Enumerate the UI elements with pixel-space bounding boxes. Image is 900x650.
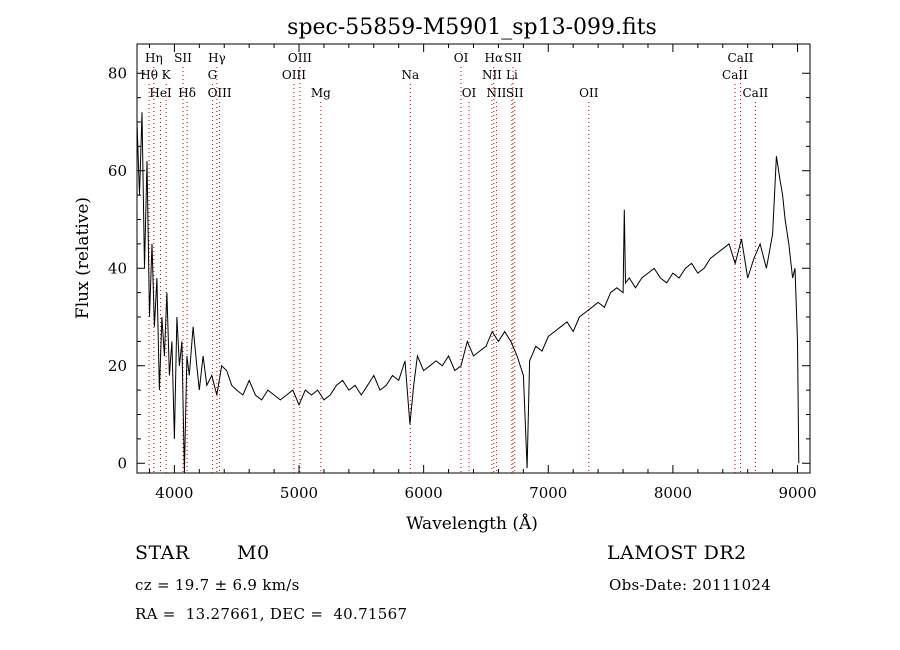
observation-date: Obs-Date: 20111024 bbox=[609, 576, 772, 594]
line-label: Hγ bbox=[208, 51, 226, 65]
x-tick-label: 8000 bbox=[654, 484, 692, 502]
ra-dec-coordinates: RA = 13.27661, DEC = 40.71567 bbox=[135, 605, 408, 623]
line-label: CaII bbox=[728, 51, 754, 65]
plot-frame bbox=[136, 43, 811, 474]
line-label: SII bbox=[504, 51, 522, 65]
line-label: OIII bbox=[282, 68, 306, 82]
line-label: CaII bbox=[742, 86, 768, 100]
spectral-subclass: M0 bbox=[237, 542, 270, 564]
line-label: Li bbox=[506, 68, 518, 82]
line-label: CaII bbox=[722, 68, 748, 82]
x-tick-label: 9000 bbox=[778, 484, 816, 502]
y-tick-label: 0 bbox=[117, 454, 127, 472]
line-label: G bbox=[208, 68, 218, 82]
redshift-cz: cz = 19.7 ± 6.9 km/s bbox=[135, 576, 300, 594]
y-tick-label: 20 bbox=[108, 357, 127, 375]
x-tick-label: 6000 bbox=[405, 484, 443, 502]
line-label: Hθ bbox=[140, 68, 158, 82]
y-tick-label: 80 bbox=[108, 64, 127, 82]
survey-name: LAMOST DR2 bbox=[607, 542, 747, 564]
line-label: OI bbox=[462, 86, 477, 100]
x-tick-label: 4000 bbox=[155, 484, 193, 502]
line-label: OI bbox=[454, 51, 469, 65]
line-markers bbox=[148, 67, 756, 473]
line-label: Mg bbox=[311, 86, 331, 100]
chart-title: spec-55859-M5901_sp13-099.fits bbox=[287, 15, 657, 40]
y-axis-label: Flux (relative) bbox=[73, 197, 93, 319]
object-class: STAR bbox=[135, 542, 190, 564]
line-label: K bbox=[162, 68, 172, 82]
spectrum-line bbox=[136, 112, 800, 474]
x-axis-ticks: 4000 5000 6000 7000 8000 9000 bbox=[148, 44, 817, 502]
line-label: NII bbox=[486, 86, 506, 100]
y-tick-label: 60 bbox=[108, 162, 127, 180]
spectrum-chart: spec-55859-M5901_sp13-099.fits HηHθHeIKS… bbox=[73, 15, 817, 534]
y-axis-ticks: 0 20 40 60 80 bbox=[108, 64, 810, 472]
line-label: OII bbox=[579, 86, 599, 100]
line-label: OIII bbox=[288, 51, 312, 65]
y-tick-label: 40 bbox=[108, 259, 127, 277]
line-label: Hα bbox=[485, 51, 504, 65]
line-label: SII bbox=[506, 86, 524, 100]
line-label: Hη bbox=[145, 51, 163, 65]
x-tick-label: 5000 bbox=[280, 484, 318, 502]
x-axis-label: Wavelength (Å) bbox=[406, 513, 538, 534]
line-label: Hδ bbox=[178, 86, 196, 100]
line-label: SII bbox=[174, 51, 192, 65]
x-tick-label: 7000 bbox=[529, 484, 567, 502]
line-label: OIII bbox=[208, 86, 232, 100]
line-label: NII bbox=[482, 68, 502, 82]
line-label: HeI bbox=[149, 86, 172, 100]
line-label: Na bbox=[401, 68, 419, 82]
